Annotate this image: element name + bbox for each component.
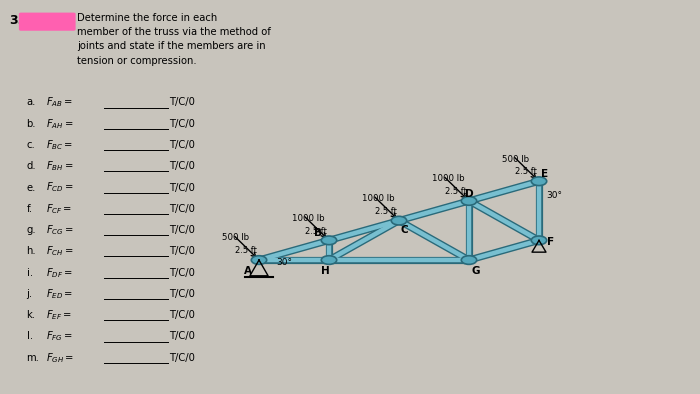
Text: T/C/0: T/C/0 [169,268,195,278]
Text: 30°: 30° [276,258,293,266]
Text: $F_{CG}=$: $F_{CG}=$ [46,223,73,237]
Text: 2.5 ft: 2.5 ft [235,246,257,255]
Text: 2.5 ft: 2.5 ft [515,167,537,177]
Text: $F_{CD}=$: $F_{CD}=$ [46,180,73,195]
Text: f.: f. [27,204,33,214]
Text: T/C/0: T/C/0 [169,97,195,108]
Text: $F_{BC}=$: $F_{BC}=$ [46,138,73,152]
Circle shape [321,236,337,245]
Text: B: B [314,228,322,238]
Text: T/C/0: T/C/0 [169,225,195,235]
Text: $F_{AH}=$: $F_{AH}=$ [46,117,73,131]
Text: j.: j. [27,289,33,299]
Text: $F_{ED}=$: $F_{ED}=$ [46,287,73,301]
Text: e.: e. [27,182,36,193]
Text: 1000 lb: 1000 lb [362,194,395,203]
Text: 1000 lb: 1000 lb [432,175,465,183]
Text: l.: l. [27,331,33,342]
Text: H: H [321,266,330,276]
Text: G: G [472,266,480,276]
Text: $F_{AB}=$: $F_{AB}=$ [46,95,72,110]
Text: T/C/0: T/C/0 [169,246,195,256]
Text: $F_{CF}=$: $F_{CF}=$ [46,202,71,216]
Text: k.: k. [27,310,36,320]
Text: T/C/0: T/C/0 [169,119,195,129]
Text: $F_{BH}=$: $F_{BH}=$ [46,159,73,173]
Text: $F_{GH}=$: $F_{GH}=$ [46,351,74,365]
Text: $F_{CH}=$: $F_{CH}=$ [46,244,73,258]
FancyBboxPatch shape [19,13,76,31]
Text: T/C/0: T/C/0 [169,310,195,320]
Text: d.: d. [27,161,36,171]
Circle shape [461,256,477,264]
Text: 2.5 ft: 2.5 ft [445,187,467,196]
Text: 500 lb: 500 lb [222,234,249,242]
Text: 500 lb: 500 lb [502,155,529,164]
Text: c.: c. [27,140,35,150]
Text: $F_{FG}=$: $F_{FG}=$ [46,329,72,344]
Text: T/C/0: T/C/0 [169,182,195,193]
Text: T/C/0: T/C/0 [169,204,195,214]
Text: T/C/0: T/C/0 [169,331,195,342]
Text: 2.5 ft: 2.5 ft [305,227,327,236]
Text: Determine the force in each
member of the truss via the method of
joints and sta: Determine the force in each member of th… [77,13,271,66]
Text: 1000 lb: 1000 lb [292,214,325,223]
Text: a.: a. [27,97,36,108]
Text: h.: h. [27,246,36,256]
Text: $F_{EF}=$: $F_{EF}=$ [46,308,71,322]
Text: T/C/0: T/C/0 [169,353,195,363]
Circle shape [531,236,547,245]
Text: A: A [244,266,252,276]
Circle shape [321,256,337,264]
Circle shape [391,216,407,225]
Text: T/C/0: T/C/0 [169,289,195,299]
Text: C: C [401,225,408,236]
Text: E: E [541,169,548,179]
Text: i.: i. [27,268,33,278]
Circle shape [461,197,477,205]
Text: T/C/0: T/C/0 [169,161,195,171]
Circle shape [531,177,547,186]
Text: g.: g. [27,225,36,235]
Text: 2.5 ft: 2.5 ft [375,207,397,216]
Text: F: F [547,236,554,247]
Text: m.: m. [27,353,39,363]
Circle shape [251,256,267,264]
Text: D: D [465,189,473,199]
Text: 3.: 3. [9,14,22,27]
Text: $F_{DF}=$: $F_{DF}=$ [46,266,72,280]
Text: T/C/0: T/C/0 [169,140,195,150]
Text: b.: b. [27,119,36,129]
Text: 30°: 30° [546,191,562,199]
